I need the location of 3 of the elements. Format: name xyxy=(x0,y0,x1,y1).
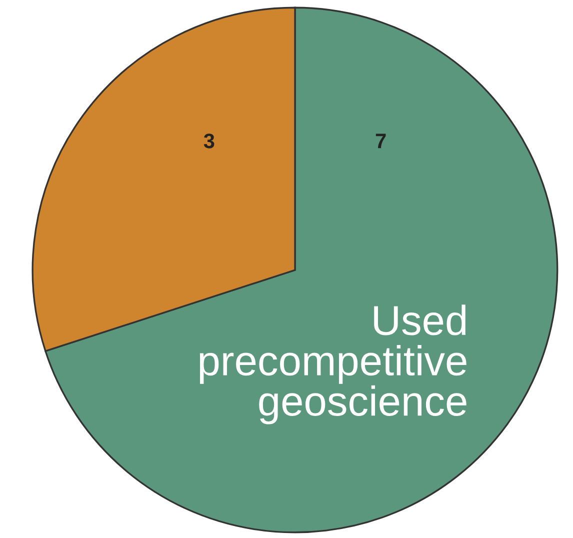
data-label: 7 xyxy=(376,134,386,148)
slice-label: Used precompetitive geoscience xyxy=(200,304,466,424)
data-label: 3 xyxy=(204,134,214,148)
